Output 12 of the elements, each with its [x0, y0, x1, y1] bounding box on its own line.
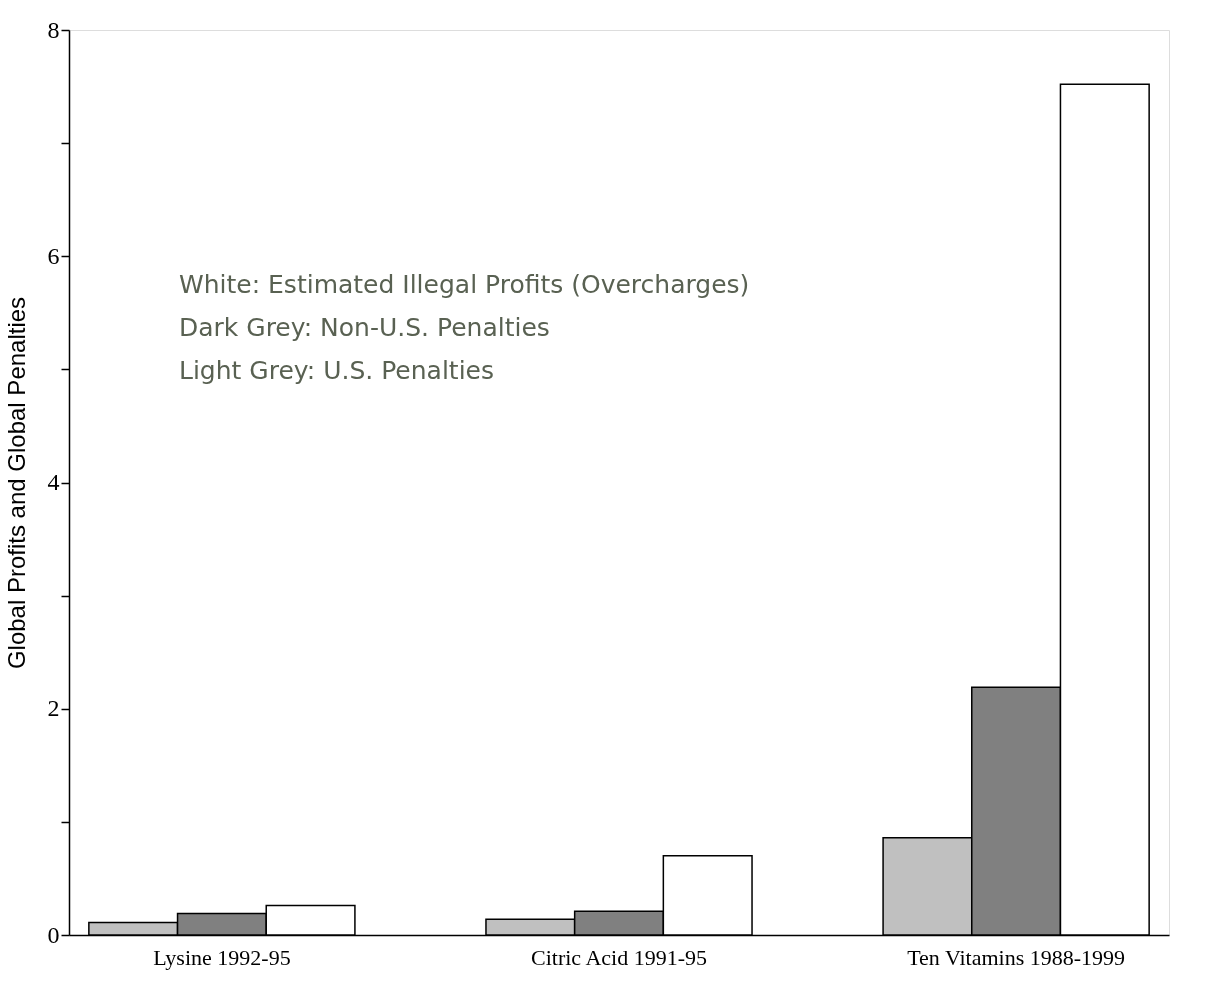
- annotation: Dark Grey: Non-U.S. Penalties: [179, 313, 550, 342]
- x-tick-label: Ten Vitamins 1988-1999: [907, 944, 1126, 970]
- annotation: White: Estimated Illegal Profits (Overcharges): [179, 270, 750, 299]
- y-tick-label: 0: [47, 921, 60, 948]
- annotation: Light Grey: U.S. Penalties: [179, 356, 495, 385]
- y-tick-label: 4: [47, 469, 60, 495]
- y-axis-title: Global Profits and Global Penalties: [2, 296, 30, 670]
- y-tick-label: 6: [47, 242, 60, 269]
- y-tick-label: 8: [47, 16, 60, 43]
- y-tick-label: 2: [47, 695, 60, 722]
- x-tick-label: Lysine 1992-95: [153, 944, 291, 970]
- x-tick-label: Citric Acid 1991-95: [531, 944, 707, 970]
